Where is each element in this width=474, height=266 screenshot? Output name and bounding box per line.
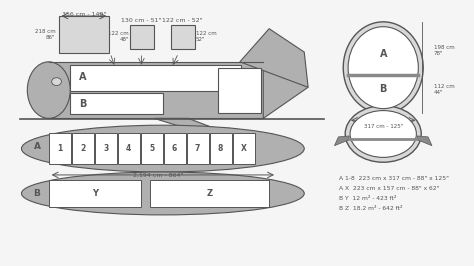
Bar xyxy=(150,180,269,207)
Text: A X  223 cm x 157 cm - 88" x 62": A X 223 cm x 157 cm - 88" x 62" xyxy=(339,186,440,191)
Bar xyxy=(130,25,154,49)
Text: B: B xyxy=(380,84,387,94)
Text: 7: 7 xyxy=(195,144,200,153)
Text: X: X xyxy=(241,144,246,153)
Ellipse shape xyxy=(348,27,419,109)
Ellipse shape xyxy=(27,62,70,118)
Bar xyxy=(70,93,163,114)
Text: 5: 5 xyxy=(149,144,154,153)
Text: 6: 6 xyxy=(172,144,177,153)
Text: B Z  18.2 m² - 642 ft²: B Z 18.2 m² - 642 ft² xyxy=(339,206,403,211)
Bar xyxy=(72,133,94,164)
Ellipse shape xyxy=(350,111,416,157)
Text: 218 cm
86": 218 cm 86" xyxy=(35,29,55,40)
Bar xyxy=(95,133,117,164)
Text: B Y  12 m² - 423 ft²: B Y 12 m² - 423 ft² xyxy=(339,196,397,201)
Text: Z: Z xyxy=(207,189,213,198)
Ellipse shape xyxy=(21,172,304,215)
Text: 2: 2 xyxy=(80,144,85,153)
Ellipse shape xyxy=(345,106,421,162)
Text: B: B xyxy=(34,189,40,198)
Text: 130 cm - 51": 130 cm - 51" xyxy=(121,18,162,23)
Text: B: B xyxy=(79,99,87,109)
Polygon shape xyxy=(263,62,308,118)
Polygon shape xyxy=(240,29,308,87)
Text: 4: 4 xyxy=(126,144,131,153)
Bar xyxy=(210,133,231,164)
Text: 317 cm - 125": 317 cm - 125" xyxy=(364,124,403,129)
Ellipse shape xyxy=(343,22,423,114)
Text: Y: Y xyxy=(91,189,98,198)
Bar xyxy=(49,180,141,207)
Text: 356 cm - 140": 356 cm - 140" xyxy=(62,11,106,16)
Text: A: A xyxy=(34,142,41,151)
Text: 1: 1 xyxy=(57,144,63,153)
Text: 2,194 cm - 864": 2,194 cm - 864" xyxy=(133,172,183,177)
Text: 122 cm - 52": 122 cm - 52" xyxy=(162,18,203,23)
Bar xyxy=(187,133,209,164)
Text: 198 cm
78": 198 cm 78" xyxy=(434,45,455,56)
Text: A: A xyxy=(79,72,87,82)
Bar xyxy=(58,16,109,53)
Polygon shape xyxy=(154,118,240,138)
Ellipse shape xyxy=(52,78,62,85)
Bar xyxy=(70,65,241,91)
Text: 122 cm
52": 122 cm 52" xyxy=(196,31,217,42)
Bar xyxy=(141,133,163,164)
Bar xyxy=(118,133,140,164)
Text: A: A xyxy=(380,49,387,59)
Bar xyxy=(49,62,263,118)
Text: 3: 3 xyxy=(103,144,109,153)
Polygon shape xyxy=(335,136,349,146)
Text: 112 cm
44": 112 cm 44" xyxy=(434,84,455,94)
Polygon shape xyxy=(417,136,432,146)
Bar xyxy=(164,133,186,164)
Bar xyxy=(233,133,255,164)
Text: 8: 8 xyxy=(218,144,223,153)
Ellipse shape xyxy=(21,125,304,172)
Bar xyxy=(219,68,261,114)
Bar xyxy=(171,25,195,49)
Text: 122 cm
48": 122 cm 48" xyxy=(108,31,129,42)
Text: A 1-8  223 cm x 317 cm - 88" x 125": A 1-8 223 cm x 317 cm - 88" x 125" xyxy=(339,176,449,181)
Bar xyxy=(49,133,71,164)
